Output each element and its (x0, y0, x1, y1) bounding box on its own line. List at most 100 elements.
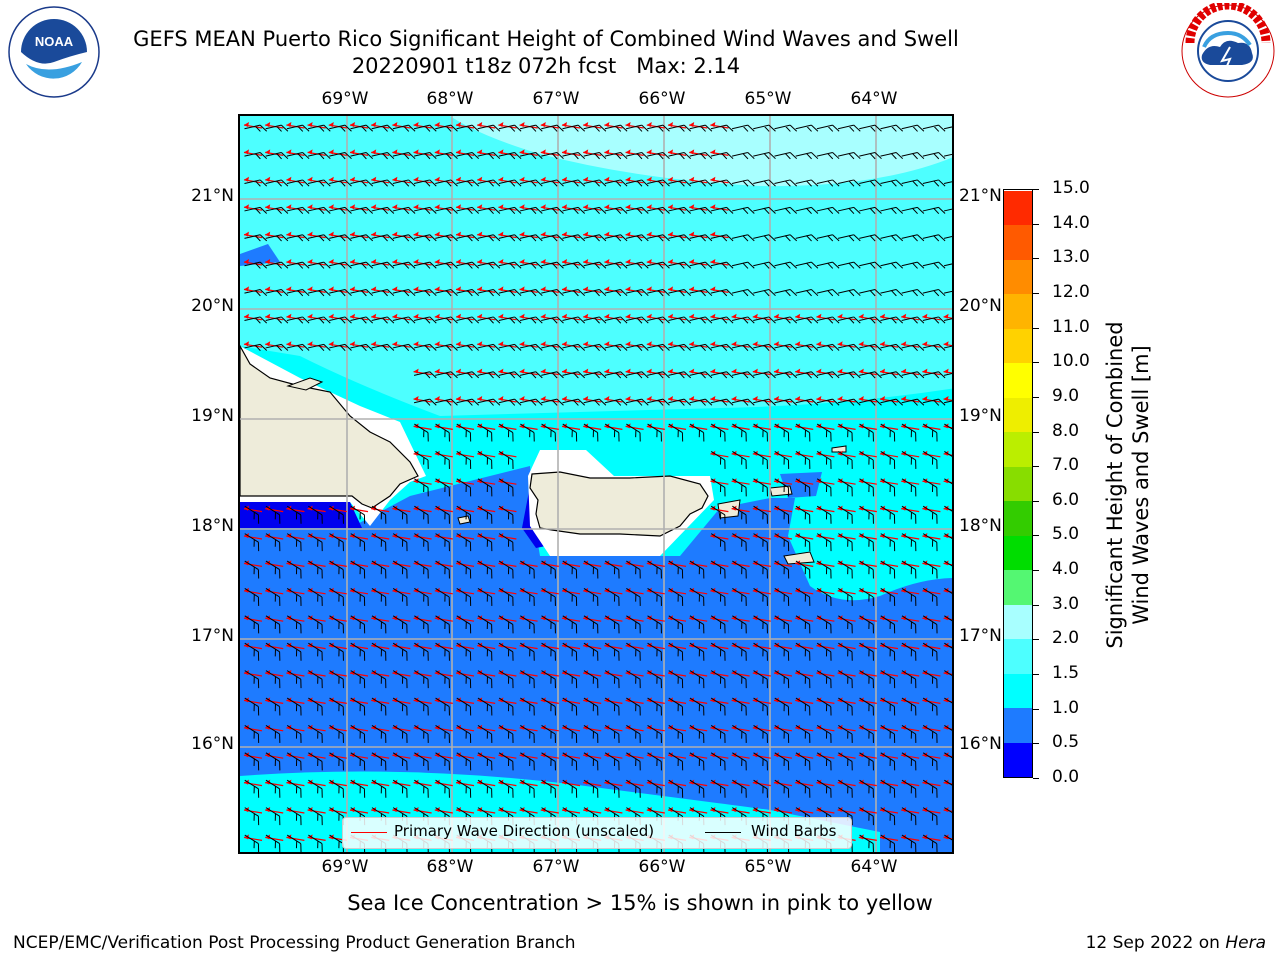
wind-wave-marker (859, 261, 882, 269)
wind-wave-marker (922, 478, 941, 497)
wave-direction-arrowhead (371, 259, 377, 264)
wind-barb (541, 152, 564, 160)
wind-wave-marker (858, 313, 882, 324)
footer-branch: NCEP/EMC/Verification Post Processing Pr… (13, 933, 576, 953)
wind-barb (435, 423, 450, 442)
wave-direction-arrowhead (646, 313, 652, 319)
wind-barb (498, 289, 522, 297)
wind-barb (477, 423, 493, 442)
wind-wave-marker (922, 152, 946, 160)
wind-barb (880, 316, 904, 324)
wind-wave-marker (328, 341, 352, 352)
wind-barb (456, 289, 480, 297)
wind-wave-marker (731, 179, 755, 187)
wind-barb (477, 478, 493, 497)
wave-direction-arrowhead (668, 286, 673, 292)
wind-barb (519, 371, 543, 379)
wind-barb (795, 152, 819, 160)
wave-direction-arrowhead (710, 450, 716, 456)
wave-direction-arrowhead (837, 423, 843, 429)
wind-barb (774, 261, 798, 269)
wave-direction-arrowhead (413, 259, 419, 264)
wind-wave-marker (922, 124, 946, 132)
wave-direction-arrowhead (710, 368, 716, 374)
wave-direction-arrowhead (371, 231, 377, 237)
wave-direction-arrowhead (350, 149, 355, 155)
wind-barb (286, 560, 302, 579)
wind-barb (329, 505, 344, 524)
wind-wave-marker (731, 450, 750, 469)
wind-wave-marker (667, 341, 692, 352)
wave-direction-arrowhead (392, 533, 398, 538)
wind-wave-marker (328, 259, 352, 269)
wind-wave-marker (901, 478, 920, 497)
wind-wave-marker (286, 204, 310, 215)
wave-direction-arrowhead (858, 478, 864, 484)
wind-wave-marker (816, 124, 840, 132)
wind-wave-marker (879, 423, 899, 442)
wave-direction-arrowhead (477, 259, 483, 264)
wind-wave-marker (349, 204, 374, 215)
wind-wave-marker (795, 124, 819, 132)
wave-direction-arrowhead (307, 231, 313, 237)
wave-direction-arrowhead (286, 259, 292, 264)
wind-barb (901, 343, 925, 352)
wind-barb (414, 533, 429, 552)
wave-direction-arrowhead (816, 423, 822, 429)
ocean-2-3-region (450, 116, 952, 187)
wind-wave-marker (922, 505, 941, 524)
wind-barb (435, 343, 458, 352)
wave-direction-arrowhead (943, 450, 949, 456)
island (769, 485, 793, 497)
wave-direction-arrowhead (498, 368, 504, 374)
wind-barb (710, 505, 726, 524)
wind-barb (689, 234, 713, 242)
wave-direction-arrowhead (880, 396, 885, 401)
wind-wave-marker (731, 206, 755, 215)
wave-direction-arrowhead (774, 368, 779, 374)
wind-barb (562, 124, 586, 132)
wave-direction-arrowhead (689, 286, 695, 292)
wave-direction-arrowhead (583, 313, 589, 319)
wind-barb (244, 343, 268, 352)
wind-barb (350, 124, 374, 132)
wind-barb (710, 179, 734, 187)
wind-wave-marker (859, 124, 882, 132)
wave-direction-arrowhead (519, 368, 525, 374)
wind-wave-marker (922, 533, 941, 552)
wind-barb (710, 152, 734, 160)
wind-barb (562, 371, 586, 379)
wind-barb (350, 505, 366, 524)
wind-barb (350, 261, 374, 269)
wind-wave-marker (434, 396, 458, 406)
colorbar-segment (1004, 259, 1032, 295)
wave-direction-arrowhead (880, 313, 885, 319)
wind-barb (774, 179, 798, 187)
wind-wave-marker (816, 313, 840, 324)
wind-barb (880, 533, 896, 552)
wind-barb (244, 289, 268, 297)
wind-barb (456, 450, 472, 469)
lat-tick-label: 18°N (191, 516, 234, 536)
wave-direction-arrowhead (795, 313, 801, 319)
wind-wave-marker (328, 313, 352, 324)
wave-direction-arrowhead (434, 478, 440, 484)
wind-wave-marker (731, 533, 750, 552)
wave-direction-arrowhead (646, 231, 652, 237)
wind-wave-marker (689, 122, 713, 132)
wind-barb (604, 261, 628, 269)
wind-barb (753, 261, 776, 269)
wind-wave-marker (837, 152, 861, 160)
wind-wave-marker (837, 423, 856, 442)
wind-wave-marker (710, 149, 734, 160)
wind-barb (880, 505, 896, 524)
wave-direction-arrowhead (328, 231, 334, 237)
wave-direction-arrowhead (583, 122, 589, 127)
wind-wave-marker (731, 368, 755, 379)
wind-barb (943, 179, 952, 187)
wind-wave-marker (519, 368, 543, 379)
wind-barb (265, 533, 281, 552)
wind-barb (307, 234, 331, 242)
colorbar-label: Significant Height of Combined Wind Wave… (1102, 185, 1154, 785)
wind-wave-marker (392, 122, 416, 132)
